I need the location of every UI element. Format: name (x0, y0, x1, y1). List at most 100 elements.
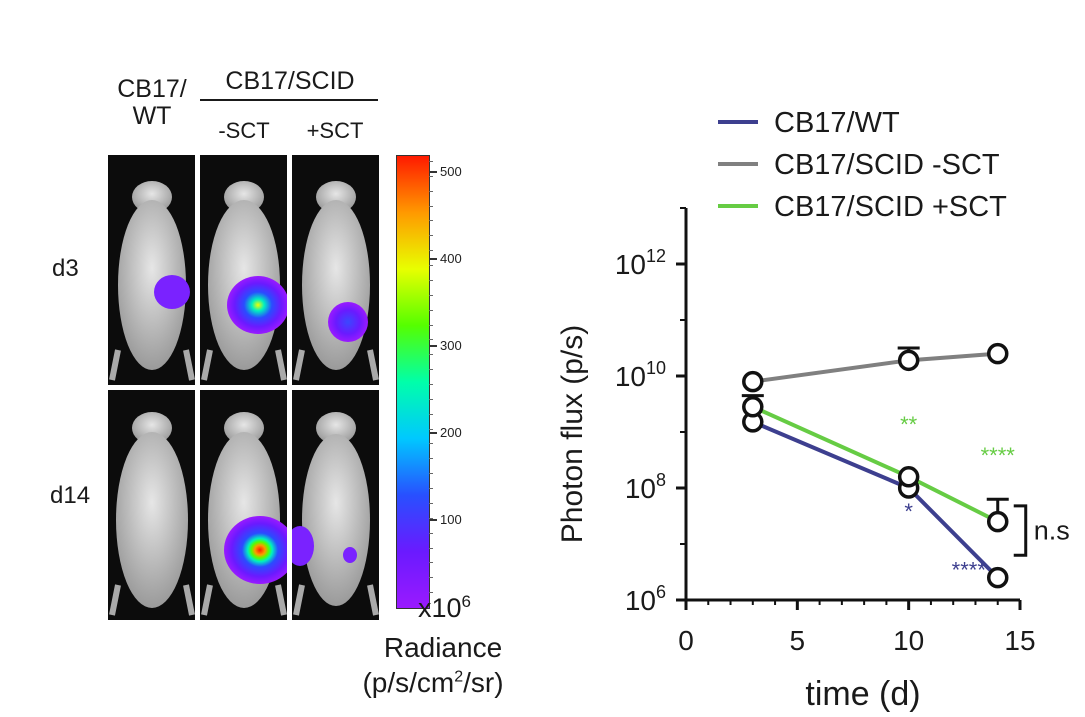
mouse-legs (109, 584, 195, 616)
colorbar-minor-tick (429, 324, 433, 326)
significance-label: **** (952, 558, 987, 583)
significance-label: ** (900, 412, 918, 437)
colorbar-minor-tick (429, 384, 433, 385)
colorbar-minor-tick (429, 592, 433, 594)
x-tick-label: 5 (790, 625, 806, 656)
signal-blob (328, 302, 368, 342)
mouse-image-d14-minus-sct (201, 412, 287, 616)
colorbar-minor-tick (429, 235, 433, 237)
colorbar-minor-tick (429, 428, 433, 430)
header-scid: CB17/SCID (225, 67, 355, 95)
colorbar-minor-tick (429, 265, 433, 267)
series-line (752, 420, 1000, 580)
data-point (897, 466, 920, 488)
colorbar-title: Radiance (383, 632, 503, 663)
signal-blob (343, 547, 357, 563)
y-tick-label: 106 (625, 582, 666, 616)
colorbar-minor-tick (429, 354, 433, 356)
mouse-image-d3-minus-sct (201, 181, 287, 381)
colorbar-unit: x106 (418, 592, 471, 624)
data-point (986, 510, 1009, 533)
colorbar-tick-label: 500 (440, 164, 462, 180)
significance-label: * (904, 499, 913, 524)
colorbar-minor-tick (429, 175, 433, 177)
data-point (897, 349, 920, 372)
colorbar-minor-tick (429, 250, 433, 252)
header-minus-sct: -SCT (218, 118, 270, 143)
signal-blob (154, 275, 190, 309)
mouse-legs (109, 349, 195, 381)
image-d3-minus-sct (200, 155, 287, 385)
data-point (742, 396, 764, 418)
header-plus-sct: +SCT (306, 118, 364, 143)
colorbar-minor-tick (429, 190, 433, 192)
mouse-body (302, 434, 370, 606)
significance-label: **** (981, 443, 1016, 468)
colorbar-minor-tick (429, 220, 433, 222)
colorbar-minor-tick (429, 413, 433, 415)
ns-label: n.s (1034, 516, 1070, 546)
colorbar-units: (p/s/cm2/sr) (328, 667, 538, 699)
row-label-d3: d3 (52, 255, 79, 282)
mouse-image-d14-plus-sct (292, 412, 379, 616)
series-line (752, 351, 998, 384)
colorbar-minor-tick (429, 398, 433, 400)
colorbar-minor-tick (429, 488, 433, 490)
image-d3-plus-sct (292, 155, 379, 385)
mouse-body (116, 432, 188, 608)
image-d3-wt (108, 155, 195, 385)
mouse-body (302, 200, 370, 370)
mouse-legs (293, 349, 379, 381)
legend-label: CB17/WT (774, 107, 900, 139)
data-point (742, 370, 764, 393)
colorbar-units-sup: 2 (454, 668, 464, 686)
image-d14-plus-sct (292, 390, 379, 620)
x-tick-label: 15 (1004, 625, 1035, 656)
colorbar-unit-base: x10 (418, 593, 462, 623)
colorbar-minor-tick (429, 458, 433, 460)
mouse-head (316, 412, 356, 444)
signal-blob (224, 516, 287, 584)
row-label-d14: d14 (50, 482, 91, 509)
series-line (751, 404, 999, 524)
mouse-image-d14-wt (109, 412, 195, 616)
colorbar-units-pre: (p/s/cm (362, 667, 455, 698)
signal-blob-edge (292, 526, 314, 566)
colorbar-minor-tick (429, 517, 433, 519)
image-d14-wt (108, 390, 195, 620)
colorbar-tick-mark (429, 171, 437, 174)
mouse-image-d3-wt (109, 181, 195, 381)
colorbar-minor-tick (429, 502, 433, 504)
colorbar-minor-tick (429, 547, 433, 549)
legend-label: CB17/SCID -SCT (774, 149, 1000, 181)
colorbar-unit-exp: 6 (461, 592, 472, 611)
colorbar-minor-tick (429, 309, 433, 311)
colorbar-tick-label: 300 (440, 338, 462, 354)
colorbar-minor-tick (429, 443, 433, 445)
colorbar-minor-tick (429, 562, 433, 564)
colorbar (396, 155, 430, 609)
mouse-body (118, 200, 186, 370)
colorbar-tick-label: 400 (440, 251, 462, 267)
y-tick-label: 1010 (615, 358, 666, 392)
colorbar-tick-mark (429, 519, 437, 522)
colorbar-tick-mark (429, 258, 437, 261)
y-tick-label: 108 (625, 470, 666, 504)
x-tick-label: 0 (678, 625, 694, 656)
colorbar-minor-tick (429, 294, 433, 296)
data-point (986, 342, 1009, 365)
colorbar-minor-tick (429, 473, 433, 475)
y-axis-label: Photon flux (p/s) (556, 325, 589, 543)
colorbar-minor-tick (429, 161, 433, 162)
mouse-image-d3-plus-sct (293, 181, 379, 381)
colorbar-minor-tick (429, 205, 433, 207)
colorbar-minor-tick (429, 532, 433, 534)
x-axis-label: time (d) (805, 675, 920, 713)
y-tick-label: 1012 (615, 246, 666, 280)
legend-label: CB17/SCID +SCT (774, 191, 1007, 223)
colorbar-minor-tick (429, 577, 433, 579)
colorbar-minor-tick (429, 279, 433, 281)
mouse-legs (293, 584, 379, 616)
header-wt: CB17/ WT (117, 75, 187, 130)
photon-flux-chart: 0 5 10 15 106 108 1010 1012 time (d) Photon flux … (556, 107, 1070, 713)
